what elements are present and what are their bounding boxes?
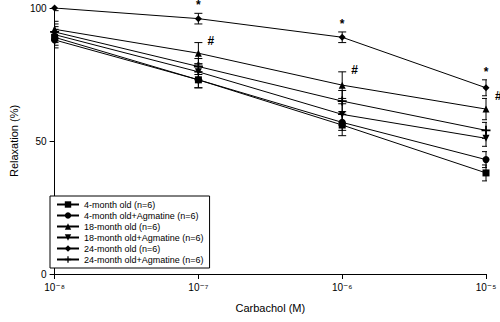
svg-text:100: 100 [30,3,47,14]
svg-text:*: * [484,65,489,79]
svg-text:18-month old (n=6): 18-month old (n=6) [84,222,160,232]
svg-text:18-month old+Agmatine (n=6): 18-month old+Agmatine (n=6) [84,233,204,243]
svg-text:*: * [196,0,201,12]
svg-text:#: # [207,34,214,48]
svg-text:24-month old (n=6): 24-month old (n=6) [84,244,160,254]
svg-text:10⁻⁵: 10⁻⁵ [476,282,497,293]
svg-text:#: # [351,63,358,77]
svg-text:Carbachol (M): Carbachol (M) [235,302,305,314]
svg-text:10⁻⁸: 10⁻⁸ [44,282,65,293]
svg-text:24-month old+Agmatine (n=6): 24-month old+Agmatine (n=6) [84,255,204,265]
svg-text:0: 0 [41,269,47,280]
svg-text:4-month old (n=6): 4-month old (n=6) [84,200,155,210]
svg-text:10⁻⁶: 10⁻⁶ [332,282,353,293]
svg-text:10⁻⁷: 10⁻⁷ [188,282,208,293]
svg-text:50: 50 [35,136,47,147]
svg-text:*: * [340,17,345,31]
svg-text:4-month old+Agmatine (n=6): 4-month old+Agmatine (n=6) [84,211,199,221]
svg-text:Relaxation (%): Relaxation (%) [8,105,20,177]
svg-text:#: # [495,89,500,103]
